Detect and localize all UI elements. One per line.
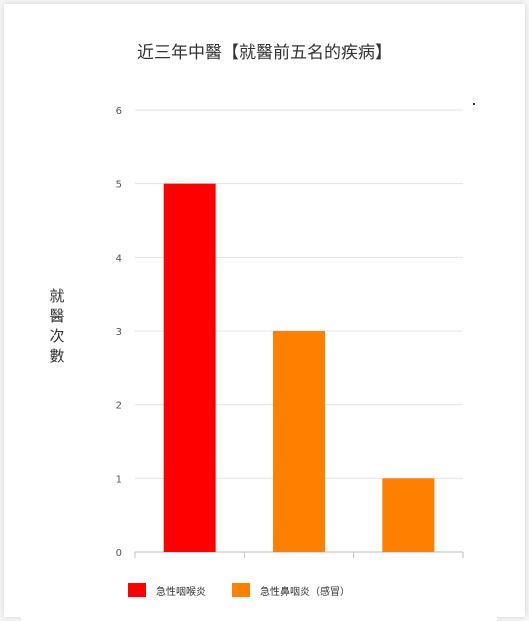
legend-label: 急性咽喉炎 bbox=[156, 586, 206, 598]
y-tick-label: 1 bbox=[116, 474, 122, 485]
legend-swatch bbox=[128, 583, 146, 597]
legend-item: 急性鼻咽炎（感冒） bbox=[232, 583, 350, 598]
y-tick-label: 3 bbox=[116, 327, 122, 338]
legend: 急性咽喉炎 急性鼻咽炎（感冒） bbox=[128, 580, 376, 600]
y-tick-label: 6 bbox=[116, 106, 122, 117]
legend-label: 急性鼻咽炎（感冒） bbox=[260, 586, 350, 598]
bar bbox=[382, 478, 435, 552]
legend-item: 急性咽喉炎 bbox=[128, 583, 206, 598]
y-axis-label: 就醫次數 bbox=[48, 286, 66, 366]
bar bbox=[273, 331, 325, 552]
corner-dot bbox=[473, 103, 475, 105]
chart-title: 近三年中醫【就醫前五名的疾病】 bbox=[137, 43, 392, 63]
y-axis-label-char: 醫 bbox=[49, 307, 65, 325]
y-tick-label: 5 bbox=[116, 180, 122, 191]
y-tick-label: 0 bbox=[116, 548, 122, 559]
y-axis-label-char: 次 bbox=[49, 327, 65, 345]
y-axis-label-char: 數 bbox=[49, 347, 65, 365]
y-axis-label-char: 就 bbox=[49, 287, 65, 305]
y-tick-label: 4 bbox=[116, 253, 122, 264]
bar bbox=[163, 183, 216, 552]
legend-swatch bbox=[232, 583, 250, 597]
y-tick-label: 2 bbox=[116, 401, 122, 412]
